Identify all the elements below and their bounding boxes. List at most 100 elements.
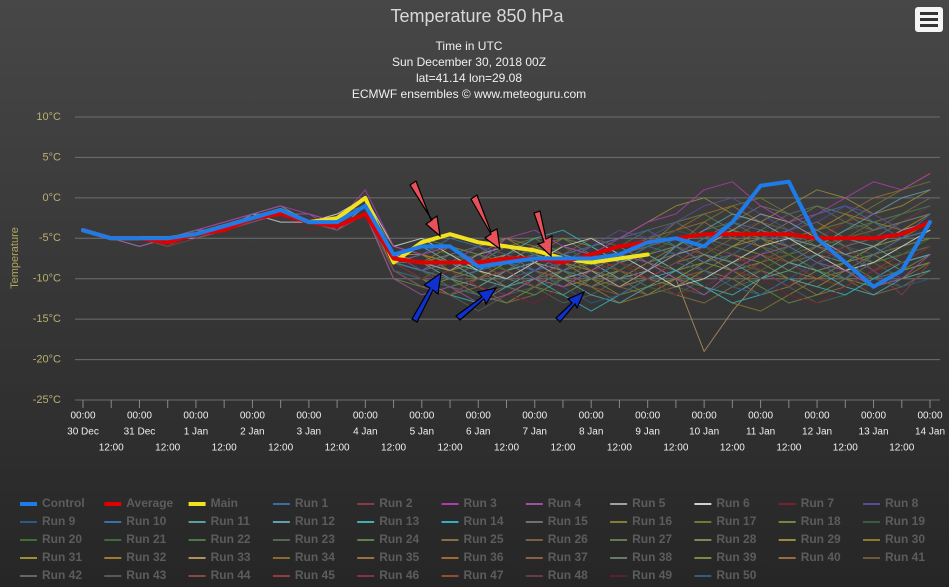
legend-label: Run 37	[548, 550, 588, 564]
legend-label: Run 35	[379, 550, 419, 564]
annotation-arrows	[409, 180, 586, 323]
legend-item[interactable]: Run 7	[778, 496, 835, 510]
x-tick-date: 11 Jan	[746, 427, 775, 438]
legend-item[interactable]: Run 24	[357, 532, 420, 546]
legend-item[interactable]: Run 25	[441, 532, 504, 546]
legend-label: Run 14	[464, 514, 504, 528]
legend-item[interactable]: Run 42	[20, 568, 82, 582]
legend-item[interactable]: Run 36	[441, 550, 504, 564]
legend-item[interactable]: Run 22	[188, 532, 251, 546]
legend-item[interactable]: Run 14	[441, 514, 504, 528]
x-tick-label: 12:00	[550, 443, 575, 454]
legend-item[interactable]: Run 30	[863, 532, 925, 546]
x-tick-label: 12:00	[438, 443, 463, 454]
legend-label: Run 36	[464, 550, 504, 564]
x-tick-label: 00:00	[296, 411, 321, 422]
menu-icon-bar	[920, 12, 938, 15]
legend-item[interactable]: Run 16	[610, 514, 672, 528]
legend-item[interactable]: Run 11	[188, 514, 251, 528]
legend-label: Run 19	[885, 514, 925, 528]
legend-item[interactable]: Run 39	[694, 550, 757, 564]
legend-item[interactable]: Run 1	[272, 496, 329, 510]
legend-item[interactable]: Run 32	[104, 550, 167, 564]
legend-item[interactable]: Run 38	[610, 550, 672, 564]
legend-item[interactable]: Run 15	[525, 514, 588, 528]
legend-item[interactable]: Run 34	[272, 550, 335, 564]
y-axis-title: Temperature	[9, 227, 21, 289]
legend-item[interactable]: Run 40	[778, 550, 841, 564]
legend-item[interactable]: Run 4	[525, 496, 582, 510]
menu-button[interactable]	[915, 7, 943, 32]
y-tick-label: 5°C	[43, 151, 62, 163]
legend-item[interactable]: Run 46	[357, 568, 420, 582]
legend-label: Run 49	[632, 568, 672, 582]
x-tick-label: 12:00	[99, 443, 124, 454]
legend-item[interactable]: Run 44	[188, 568, 251, 582]
x-tick-label: 12:00	[494, 443, 519, 454]
legend-item[interactable]: Run 6	[694, 496, 750, 510]
legend-label: Run 30	[885, 532, 925, 546]
legend-item[interactable]: Run 49	[610, 568, 672, 582]
legend-item[interactable]: Run 17	[694, 514, 757, 528]
legend-item[interactable]: Main	[188, 496, 238, 510]
x-tick-date: 5 Jan	[410, 427, 434, 438]
x-tick-label: 00:00	[522, 411, 547, 422]
legend-item[interactable]: Run 35	[357, 550, 420, 564]
legend-item[interactable]: Run 9	[20, 514, 76, 528]
blue-arrow	[555, 290, 586, 323]
legend-item[interactable]: Control	[20, 496, 85, 510]
legend-item[interactable]: Run 43	[104, 568, 167, 582]
x-tick-label: 00:00	[70, 411, 95, 422]
legend-item[interactable]: Run 13	[357, 514, 420, 528]
legend-item[interactable]: Run 3	[441, 496, 498, 510]
legend-label: Run 45	[295, 568, 335, 582]
legend-item[interactable]: Run 48	[525, 568, 588, 582]
red-arrow	[470, 194, 501, 251]
legend-label: Run 23	[295, 532, 335, 546]
x-tick-label: 00:00	[805, 411, 830, 422]
series-line	[81, 179, 932, 289]
legend-item[interactable]: Run 37	[525, 550, 588, 564]
x-tick-label: 00:00	[409, 411, 434, 422]
legend-item[interactable]: Run 28	[694, 532, 757, 546]
chart-title: Temperature 850 hPa	[390, 6, 564, 26]
legend-label: Run 33	[211, 550, 251, 564]
legend-label: Control	[42, 496, 85, 510]
legend-item[interactable]: Average	[104, 496, 174, 510]
legend-item[interactable]: Run 2	[357, 496, 413, 510]
legend: Control Average Main Run 1 Run 2 Run 3 Run 4 Ru…	[20, 496, 925, 582]
legend-item[interactable]: Run 20	[20, 532, 82, 546]
menu-icon-bar	[920, 18, 938, 21]
legend-label: Run 13	[379, 514, 419, 528]
legend-item[interactable]: Run 47	[441, 568, 504, 582]
menu-icon-bar	[920, 24, 938, 27]
legend-item[interactable]: Run 19	[863, 514, 925, 528]
legend-item[interactable]: Run 31	[20, 550, 82, 564]
legend-label: Run 12	[295, 514, 335, 528]
legend-item[interactable]: Run 18	[778, 514, 841, 528]
legend-item[interactable]: Run 5	[610, 496, 666, 510]
legend-item[interactable]: Run 23	[272, 532, 335, 546]
legend-label: Run 11	[211, 514, 251, 528]
legend-label: Run 10	[126, 514, 166, 528]
legend-label: Run 31	[42, 550, 82, 564]
legend-item[interactable]: Run 8	[863, 496, 919, 510]
x-tick-label: 00:00	[240, 411, 265, 422]
x-tick-date: 13 Jan	[859, 427, 889, 438]
legend-item[interactable]: Run 21	[104, 532, 167, 546]
legend-item[interactable]: Run 41	[863, 550, 925, 564]
legend-item[interactable]: Run 29	[778, 532, 841, 546]
legend-item[interactable]: Run 50	[694, 568, 757, 582]
legend-item[interactable]: Run 27	[610, 532, 672, 546]
legend-label: Average	[126, 496, 173, 510]
legend-item[interactable]: Run 45	[272, 568, 335, 582]
legend-item[interactable]: Run 26	[525, 532, 588, 546]
x-tick-label: 12:00	[663, 443, 688, 454]
legend-item[interactable]: Run 10	[104, 514, 167, 528]
x-tick-date: 6 Jan	[466, 427, 490, 438]
legend-label: Run 15	[548, 514, 588, 528]
legend-item[interactable]: Run 33	[188, 550, 251, 564]
x-tick-date: 3 Jan	[297, 427, 321, 438]
legend-item[interactable]: Run 12	[272, 514, 335, 528]
legend-label: Run 9	[42, 514, 76, 528]
